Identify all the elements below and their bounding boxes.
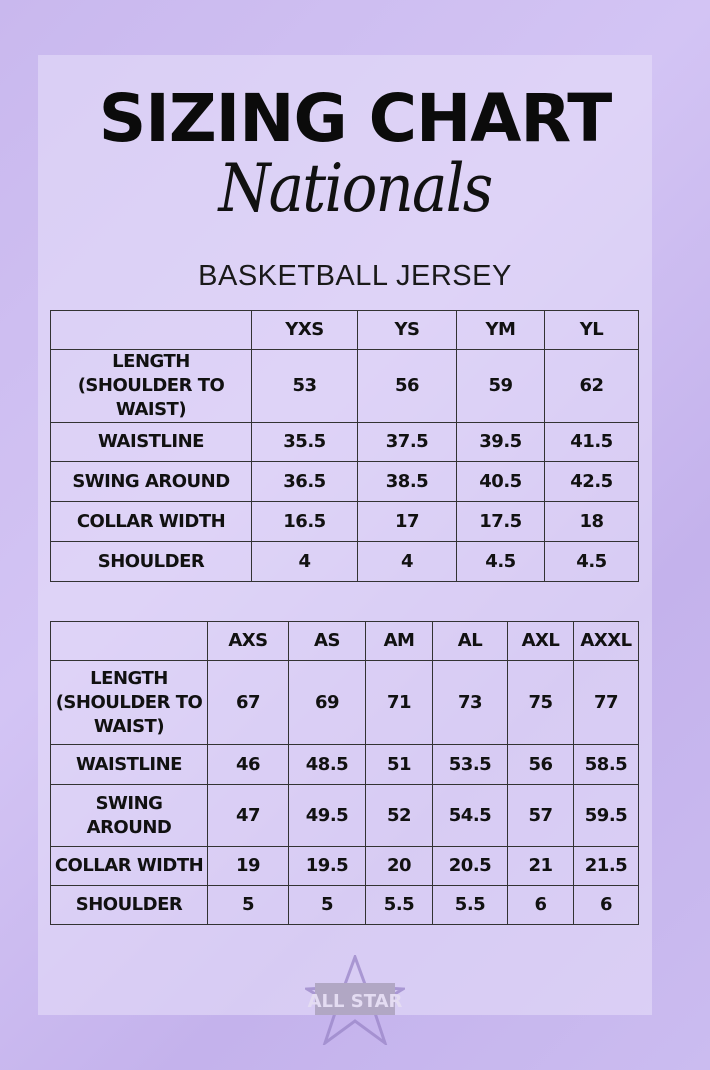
size-header: AXL: [507, 621, 574, 661]
corner-cell: [50, 621, 208, 661]
row-label: LENGTH (SHOULDER TO WAIST): [50, 660, 208, 745]
table-row: COLLAR WIDTH 16.5 17 17.5 18: [50, 501, 639, 542]
measurement-cell: 36.5: [251, 461, 358, 502]
measurement-cell: 16.5: [251, 501, 358, 542]
size-header: YS: [357, 310, 457, 350]
table-row: WAISTLINE 46 48.5 51 53.5 56 58.5: [50, 744, 639, 785]
measurement-cell: 17: [357, 501, 457, 542]
page-title: SIZING CHART: [98, 80, 613, 157]
measurement-cell: 75: [507, 660, 574, 745]
measurement-cell: 49.5: [288, 784, 366, 847]
measurement-cell: 40.5: [456, 461, 545, 502]
youth-size-table: YXS YS YM YL LENGTH (SHOULDER TO WAIST) 53 56 5…: [50, 310, 639, 582]
measurement-cell: 6: [573, 885, 639, 925]
size-header: YM: [456, 310, 545, 350]
measurement-cell: 56: [357, 349, 457, 423]
measurement-cell: 4: [251, 541, 358, 582]
row-label: COLLAR WIDTH: [50, 846, 208, 886]
row-label: LENGTH (SHOULDER TO WAIST): [50, 349, 252, 423]
measurement-cell: 4: [357, 541, 457, 582]
measurement-cell: 69: [288, 660, 366, 745]
size-header: YXS: [251, 310, 358, 350]
measurement-cell: 19.5: [288, 846, 366, 886]
measurement-cell: 21: [507, 846, 574, 886]
measurement-cell: 35.5: [251, 422, 358, 462]
header-row: AXS AS AM AL AXL AXXL: [50, 621, 639, 661]
measurement-cell: 18: [544, 501, 639, 542]
measurement-cell: 56: [507, 744, 574, 785]
size-header: AL: [432, 621, 508, 661]
row-label: SHOULDER: [50, 541, 252, 582]
measurement-cell: 4.5: [544, 541, 639, 582]
measurement-cell: 41.5: [544, 422, 639, 462]
measurement-cell: 38.5: [357, 461, 457, 502]
svg-text:ALL STAR: ALL STAR: [308, 991, 403, 1012]
row-label: SHOULDER: [50, 885, 208, 925]
measurement-cell: 19: [207, 846, 289, 886]
table-row: SHOULDER 5 5 5.5 5.5 6 6: [50, 885, 639, 925]
measurement-cell: 77: [573, 660, 639, 745]
measurement-cell: 20.5: [432, 846, 508, 886]
measurement-cell: 59.5: [573, 784, 639, 847]
row-label: SWING AROUND: [50, 461, 252, 502]
measurement-cell: 73: [432, 660, 508, 745]
table-row: SWING AROUND 47 49.5 52 54.5 57 59.5: [50, 784, 639, 847]
measurement-cell: 71: [365, 660, 433, 745]
all-star-logo: ALL STAR: [305, 955, 405, 1045]
measurement-cell: 5: [288, 885, 366, 925]
measurement-cell: 53: [251, 349, 358, 423]
measurement-cell: 67: [207, 660, 289, 745]
table-row: COLLAR WIDTH 19 19.5 20 20.5 21 21.5: [50, 846, 639, 886]
measurement-cell: 20: [365, 846, 433, 886]
subtitle: BASKETBALL JERSEY: [198, 260, 512, 292]
measurement-cell: 51: [365, 744, 433, 785]
size-header: AM: [365, 621, 433, 661]
measurement-cell: 54.5: [432, 784, 508, 847]
measurement-cell: 59: [456, 349, 545, 423]
measurement-cell: 48.5: [288, 744, 366, 785]
size-header: AXXL: [573, 621, 639, 661]
row-label: WAISTLINE: [50, 744, 208, 785]
table-row: LENGTH (SHOULDER TO WAIST) 67 69 71 73 75 77: [50, 660, 639, 745]
size-header: AS: [288, 621, 366, 661]
row-label: SWING AROUND: [50, 784, 208, 847]
size-header: AXS: [207, 621, 289, 661]
table-row: LENGTH (SHOULDER TO WAIST) 53 56 59 62: [50, 349, 639, 423]
table-row: WAISTLINE 35.5 37.5 39.5 41.5: [50, 422, 639, 462]
measurement-cell: 6: [507, 885, 574, 925]
measurement-cell: 39.5: [456, 422, 545, 462]
table-row: SHOULDER 4 4 4.5 4.5: [50, 541, 639, 582]
measurement-cell: 5.5: [432, 885, 508, 925]
row-label: WAISTLINE: [50, 422, 252, 462]
measurement-cell: 62: [544, 349, 639, 423]
measurement-cell: 17.5: [456, 501, 545, 542]
measurement-cell: 4.5: [456, 541, 545, 582]
measurement-cell: 46: [207, 744, 289, 785]
header-row: YXS YS YM YL: [50, 310, 639, 350]
size-header: YL: [544, 310, 639, 350]
measurement-cell: 21.5: [573, 846, 639, 886]
measurement-cell: 5: [207, 885, 289, 925]
measurement-cell: 53.5: [432, 744, 508, 785]
corner-cell: [50, 310, 252, 350]
measurement-cell: 5.5: [365, 885, 433, 925]
adult-size-table: AXS AS AM AL AXL AXXL LENGTH (SHOULDER TO WAIS…: [50, 621, 639, 925]
measurement-cell: 37.5: [357, 422, 457, 462]
measurement-cell: 42.5: [544, 461, 639, 502]
table-row: SWING AROUND 36.5 38.5 40.5 42.5: [50, 461, 639, 502]
measurement-cell: 52: [365, 784, 433, 847]
measurement-cell: 47: [207, 784, 289, 847]
script-title: Nationals: [218, 150, 494, 227]
measurement-cell: 58.5: [573, 744, 639, 785]
row-label: COLLAR WIDTH: [50, 501, 252, 542]
measurement-cell: 57: [507, 784, 574, 847]
